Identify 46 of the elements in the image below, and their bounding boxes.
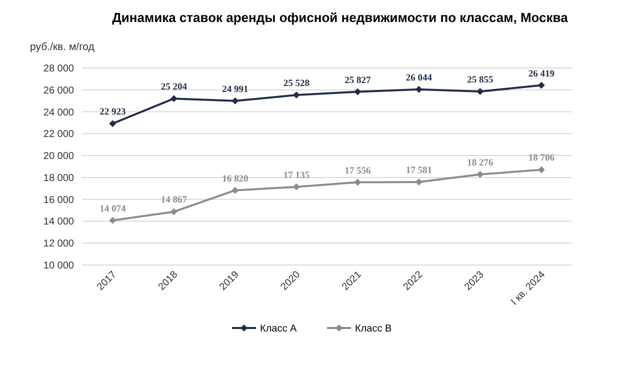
point xyxy=(538,82,545,89)
y-tick-label: 22 000 xyxy=(43,129,74,140)
data-label: 17 135 xyxy=(283,170,310,181)
legend-label: Класс В xyxy=(355,324,392,334)
point xyxy=(232,186,239,194)
data-label: 25 528 xyxy=(283,79,310,90)
legend-label: Класс А xyxy=(260,324,297,334)
data-label: 26 044 xyxy=(406,73,432,84)
chart-title: Динамика ставок аренды офисной недвижимости по классам, Москва xyxy=(112,10,569,25)
y-tick-label: 28 000 xyxy=(43,64,74,74)
data-label: 18 706 xyxy=(528,154,555,164)
y-axis-title: руб./кв. м/год xyxy=(30,41,94,53)
data-label: 18 276 xyxy=(467,158,494,168)
point xyxy=(538,166,545,174)
point xyxy=(232,97,239,104)
data-label: 22 923 xyxy=(100,108,126,118)
point xyxy=(476,88,484,95)
y-tick-label: 24 000 xyxy=(43,107,74,118)
point xyxy=(170,208,178,216)
point xyxy=(109,216,116,224)
point xyxy=(109,120,116,128)
data-label: 25 204 xyxy=(160,82,188,93)
point xyxy=(292,92,300,99)
data-label: 17 581 xyxy=(406,166,432,176)
data-label: 14 074 xyxy=(100,204,126,214)
data-label: 26 419 xyxy=(528,69,555,80)
data-label: 25 855 xyxy=(467,75,494,86)
point xyxy=(292,183,300,190)
point xyxy=(170,95,178,102)
data-label: 14 867 xyxy=(160,196,188,206)
data-label: 16 820 xyxy=(222,174,248,184)
y-tick-label: 10 000 xyxy=(43,260,74,272)
point xyxy=(415,178,422,186)
y-tick-label: 16 000 xyxy=(43,194,74,206)
data-label: 24 991 xyxy=(222,84,248,95)
point xyxy=(354,88,362,96)
point xyxy=(354,178,362,186)
data-label: 25 827 xyxy=(344,76,371,86)
data-label: 17 556 xyxy=(344,166,371,176)
y-tick-label: 18 000 xyxy=(43,172,74,184)
y-tick-label: 12 000 xyxy=(43,238,74,250)
point xyxy=(476,170,484,178)
y-tick-label: 26 000 xyxy=(43,85,74,96)
y-tick-label: 14 000 xyxy=(43,216,74,228)
point xyxy=(415,86,422,93)
y-tick-label: 20 000 xyxy=(43,151,74,162)
